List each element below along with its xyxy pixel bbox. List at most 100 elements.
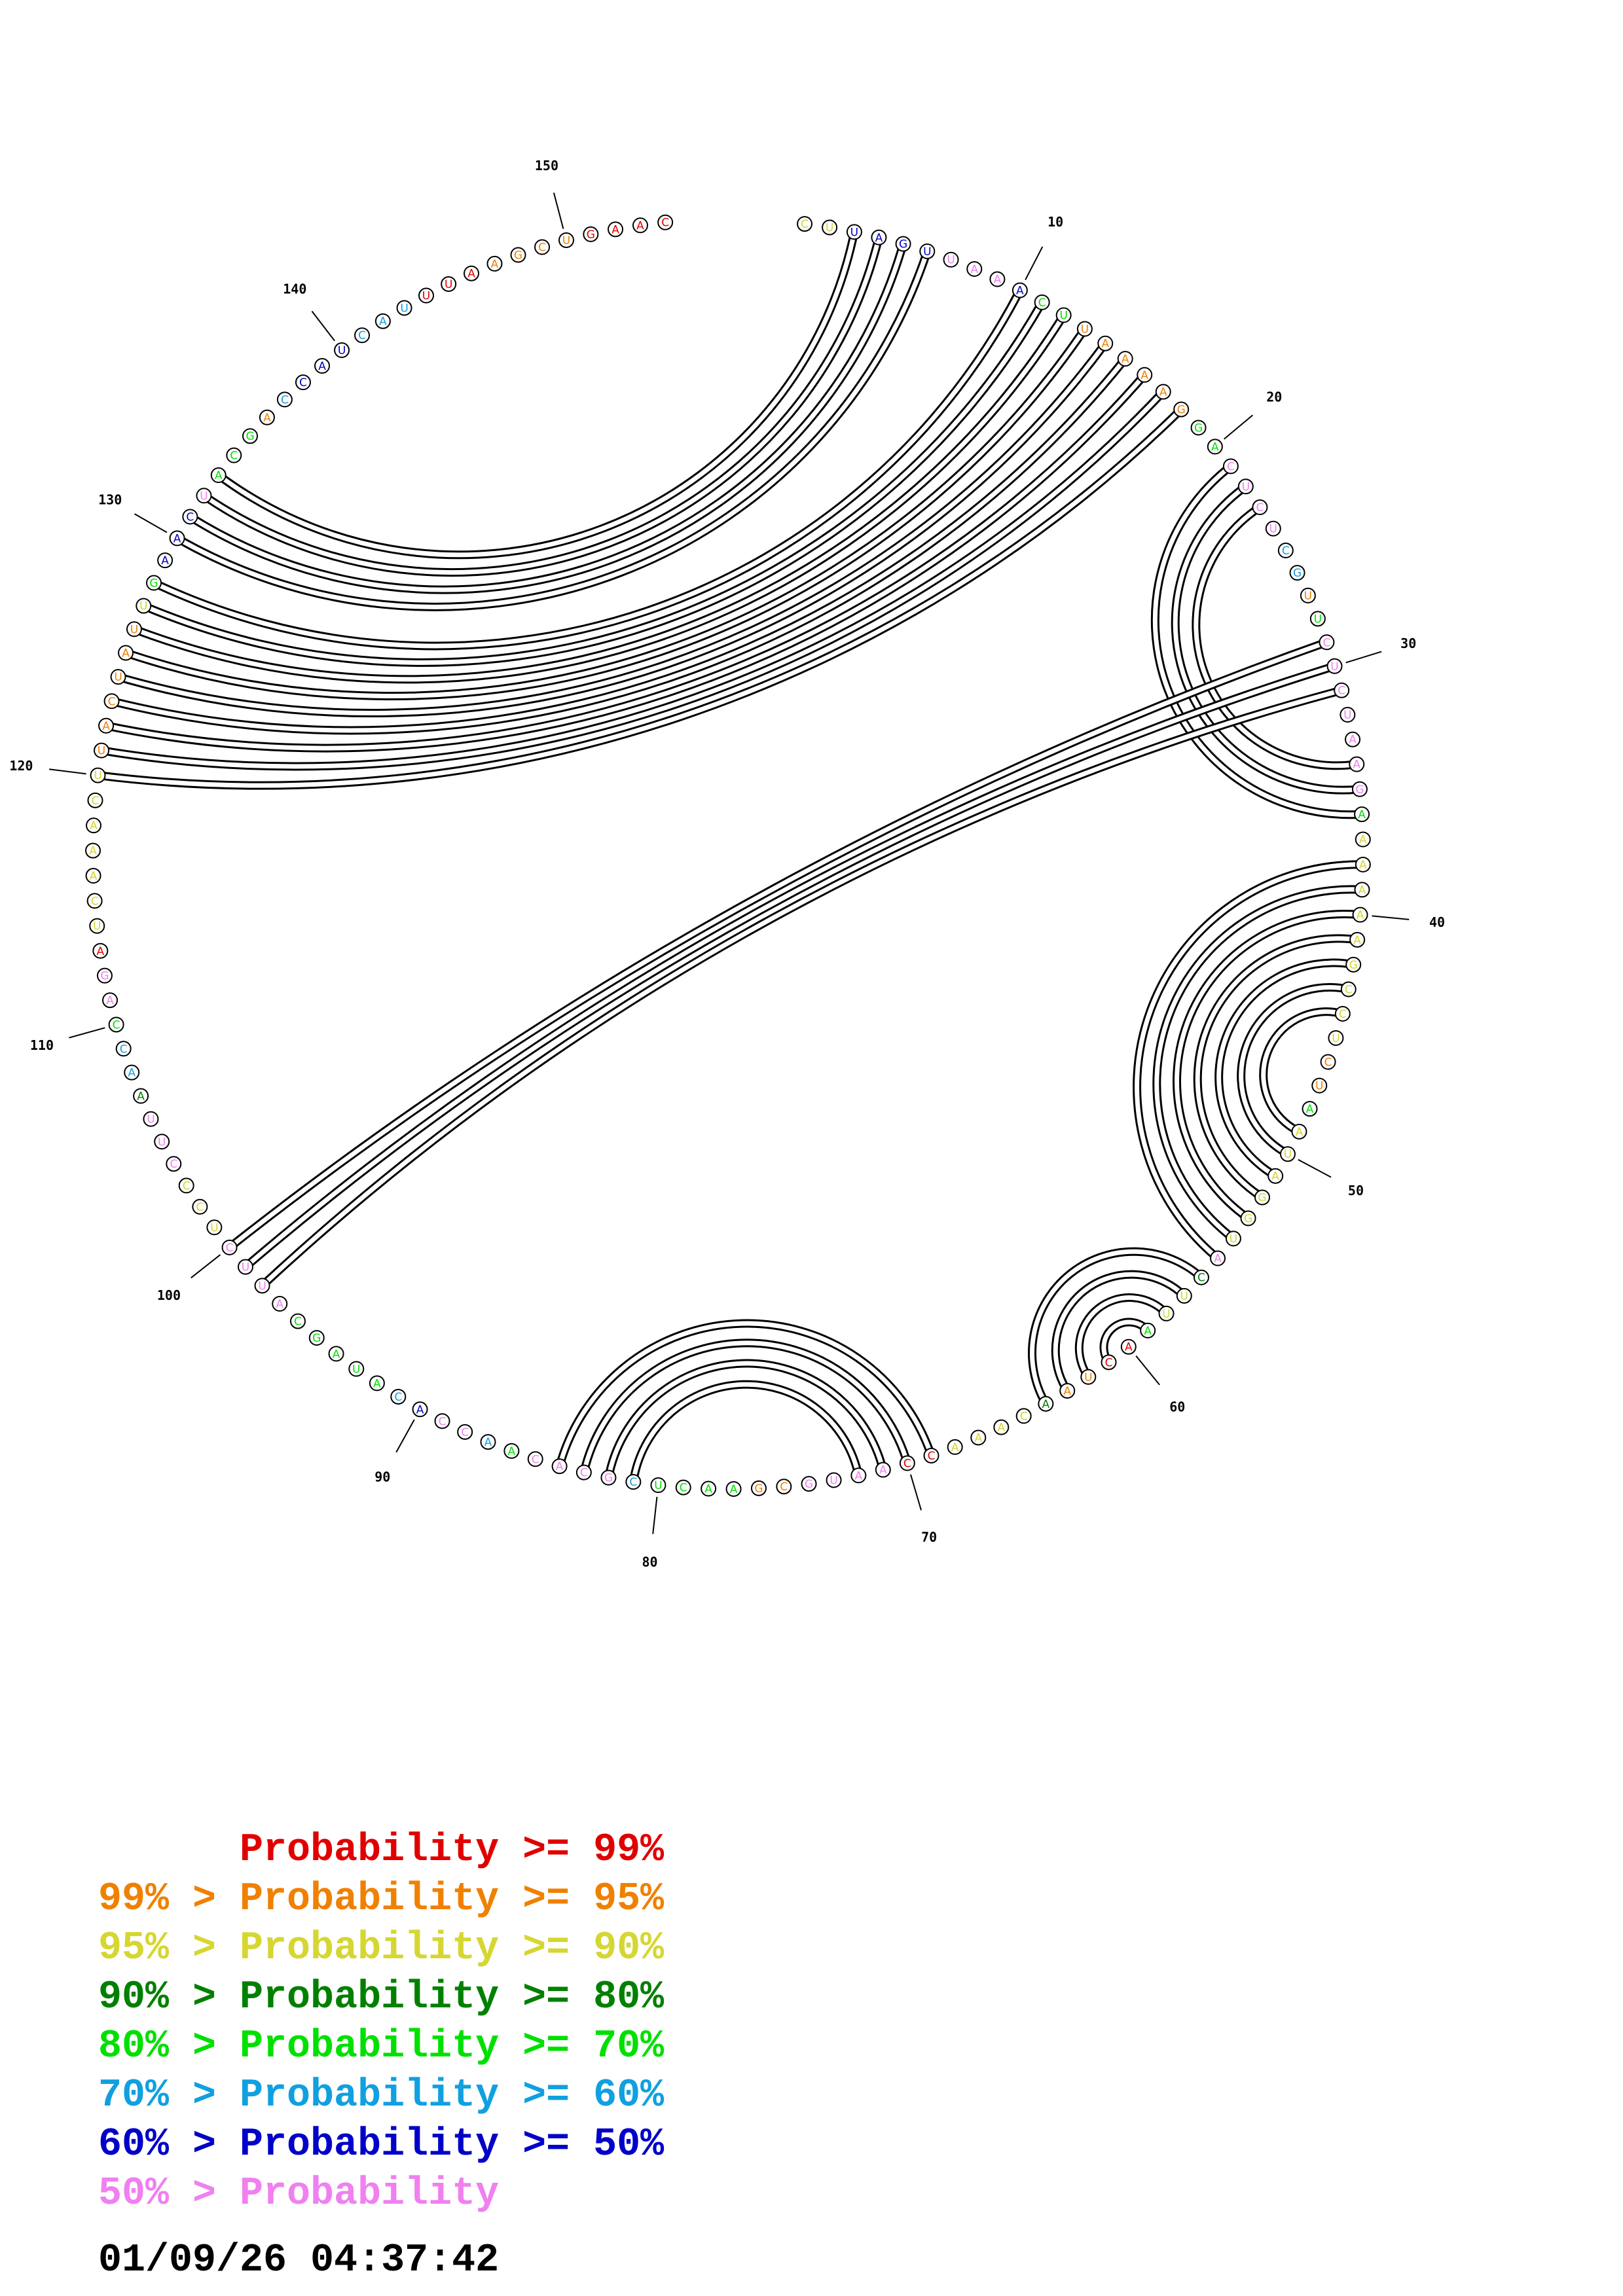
nucleotide-letter: C (196, 1201, 204, 1214)
nucleotide: A (85, 868, 101, 884)
position-label: 20 (1266, 389, 1282, 405)
nucleotide: C (1015, 1408, 1032, 1424)
nucleotide: U (1076, 321, 1093, 337)
nucleotide-circle (374, 313, 391, 329)
nucleotide: C (354, 327, 371, 344)
nucleotide: A (1355, 831, 1371, 848)
nucleotide-circle (608, 221, 624, 238)
nucleotide-circle (600, 1469, 617, 1486)
base-pair-arc (117, 342, 1108, 716)
nucleotide: G (1345, 956, 1362, 973)
nucleotide-circle (1240, 1210, 1256, 1227)
nucleotide-circle (801, 1476, 817, 1492)
position-label: 100 (157, 1287, 181, 1303)
nucleotide: U (441, 276, 457, 292)
nucleotide-letter: A (379, 315, 387, 329)
nucleotide: U (919, 243, 936, 259)
legend-row: 60% > Probability >= 50% (98, 2123, 665, 2167)
nucleotide: A (1207, 439, 1223, 455)
nucleotide-letter: U (1180, 1290, 1188, 1303)
base-pair-arc (1261, 1009, 1343, 1134)
nucleotide-letter: A (1140, 369, 1148, 382)
base-pair-arc (1216, 960, 1354, 1178)
nucleotide: U (1055, 307, 1072, 323)
nucleotide-circle (1254, 1189, 1270, 1206)
nucleotide: A (1355, 856, 1371, 872)
nucleotide-letter: C (1322, 636, 1330, 649)
base-pair-arc (1175, 912, 1360, 1221)
nucleotide-circle (1289, 565, 1305, 581)
nucleotide: C (1334, 682, 1350, 698)
nucleotide-circle (295, 374, 311, 391)
nucleotide-letter: G (1355, 783, 1364, 797)
base-pair-arc (228, 640, 1328, 1249)
nucleotide-letter: U (1162, 1308, 1170, 1321)
nucleotide-letter: G (1293, 567, 1302, 580)
nucleotide-circle (334, 342, 350, 359)
nucleotide-circle (308, 1330, 325, 1346)
nucleotide: A (1302, 1101, 1318, 1117)
nucleotide-circle (412, 1401, 428, 1418)
base-pair-arc (111, 357, 1127, 733)
nucleotide: C (776, 1479, 792, 1495)
nucleotide-letter: C (1339, 1008, 1347, 1021)
nucleotide-circle (701, 1480, 717, 1497)
nucleotide-circle (1352, 906, 1368, 923)
nucleotide-letter: U (400, 302, 408, 315)
nucleotide-circle (154, 1134, 170, 1150)
position-tick (1025, 246, 1044, 281)
nucleotide-circle (89, 918, 105, 934)
nucleotide-letter: U (1332, 1032, 1340, 1045)
position-tick (191, 1254, 221, 1279)
nucleotide-letter: C (108, 695, 116, 708)
position-label: 80 (642, 1554, 657, 1570)
nucleotide-circle (178, 1177, 194, 1194)
nucleotide-letter: U (114, 671, 122, 684)
nucleotide-letter: A (611, 223, 619, 236)
nucleotide: G (1190, 420, 1207, 436)
nucleotide-letter: C (230, 450, 238, 463)
nucleotide: A (947, 1439, 963, 1455)
nucleotide: U (237, 1259, 253, 1275)
nucleotide-circle (776, 1479, 792, 1495)
legend-row: 95% > Probability >= 90% (98, 1926, 665, 1971)
base-pair-arc-outline (629, 1380, 863, 1483)
nucleotide-circle (534, 239, 551, 255)
nucleotide-circle (970, 1429, 987, 1446)
nucleotide: U (334, 342, 350, 359)
base-pair-arc (261, 688, 1343, 1287)
nucleotide: A (328, 1346, 344, 1362)
nucleotide-circle (1311, 1077, 1328, 1094)
base-pair-arc (557, 1321, 934, 1467)
nucleotide-letter: G (1258, 1191, 1266, 1204)
nucleotide: G (583, 226, 599, 242)
nucleotide-letter: A (704, 1483, 712, 1496)
base-pair-arc (1029, 1249, 1203, 1405)
nucleotide: C (534, 239, 551, 255)
nucleotide-letter: C (226, 1242, 234, 1255)
nucleotide: C (1319, 634, 1335, 651)
nucleotide: U (348, 1361, 365, 1377)
nucleotide-circle (750, 1480, 767, 1496)
nucleotide: A (157, 552, 173, 569)
nucleotide-circle (947, 1439, 963, 1455)
base-pair-arc (98, 408, 1183, 788)
nucleotide: U (110, 669, 126, 685)
nucleotide-circle (1354, 882, 1370, 898)
nucleotide-letter: U (258, 1280, 266, 1293)
nucleotide: A (1354, 806, 1370, 823)
nucleotide-letter: A (137, 1090, 145, 1103)
nucleotide: A (85, 842, 101, 859)
nucleotide-letter: C (186, 511, 194, 524)
legend-row: Probability >= 99% (98, 1828, 665, 1873)
nucleotide-circle (464, 265, 480, 281)
nucleotide-letter: U (1343, 709, 1351, 722)
nucleotide: U (1225, 1230, 1241, 1247)
nucleotide-letter: U (830, 1474, 837, 1487)
nucleotide-letter: A (1359, 834, 1367, 847)
base-pair-arc-outline (1074, 1293, 1170, 1380)
nucleotide-letter: G (312, 1332, 321, 1345)
base-pair-arc (1195, 936, 1358, 1200)
nucleotide-letter: A (161, 554, 169, 567)
nucleotide-circle (1345, 731, 1361, 747)
